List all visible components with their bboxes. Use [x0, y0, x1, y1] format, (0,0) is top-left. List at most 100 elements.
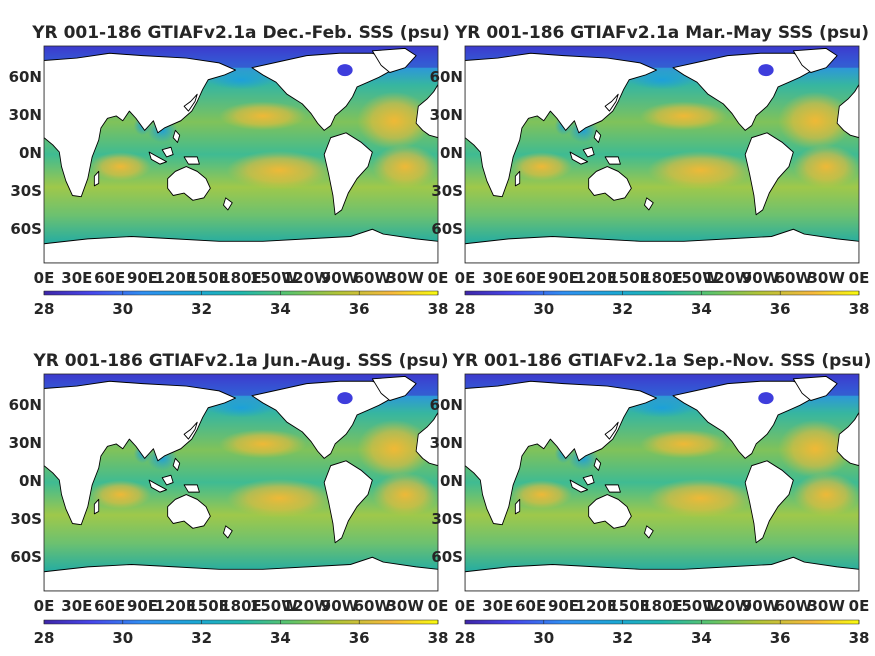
colorbar-tick-label: 38: [849, 629, 870, 647]
x-tick-label: 120E: [576, 597, 618, 615]
sss-field: [44, 46, 438, 263]
x-tick-label: 0E: [455, 597, 476, 615]
colorbar-tick-label: 34: [691, 629, 712, 647]
x-tick-label: 150W: [671, 597, 719, 615]
x-tick-label: 60W: [775, 269, 813, 287]
panel-title: YR 001-186 GTIAFv2.1a Sep.-Nov. SSS (psu…: [452, 351, 872, 371]
x-tick-label: 150E: [187, 269, 229, 287]
x-tick-label: 150W: [250, 597, 298, 615]
y-tick-label: 0N: [19, 472, 42, 490]
y-tick-label: 30N: [430, 434, 463, 452]
colorbar-tick-label: 28: [34, 300, 55, 318]
colorbar-gradient: [43, 290, 439, 296]
y-tick-label: 60N: [9, 68, 42, 86]
colorbar-tick-label: 30: [112, 300, 133, 318]
y-tick-label: 30S: [10, 182, 42, 200]
x-tick-label: 90W: [321, 269, 359, 287]
y-tick-label: 60N: [430, 68, 463, 86]
x-tick-label: 0E: [428, 597, 449, 615]
x-tick-label: 150E: [187, 597, 229, 615]
x-tick-label: 60W: [354, 269, 392, 287]
colorbar-tick-label: 36: [770, 300, 791, 318]
y-tick-label: 30S: [431, 510, 463, 528]
x-tick-label: 60E: [94, 269, 125, 287]
colorbar-tick-label: 36: [349, 629, 370, 647]
x-tick-label: 120W: [283, 269, 331, 287]
x-tick-label: 150E: [608, 597, 650, 615]
x-tick-label: 90E: [127, 269, 158, 287]
colorbar-tick-label: 34: [270, 629, 291, 647]
y-tick-label: 60S: [431, 220, 463, 238]
x-tick-label: 0E: [34, 269, 55, 287]
colorbar-tick-label: 30: [533, 300, 554, 318]
x-tick-label: 60W: [354, 597, 392, 615]
y-tick-label: 0N: [19, 144, 42, 162]
x-tick-label: 180E: [641, 597, 683, 615]
x-tick-label: 90W: [742, 269, 780, 287]
colorbar-tick-label: 28: [455, 300, 476, 318]
x-tick-label: 0E: [849, 269, 870, 287]
x-tick-label: 0E: [34, 597, 55, 615]
y-tick-label: 60S: [431, 548, 463, 566]
x-tick-label: 120W: [283, 597, 331, 615]
x-tick-label: 30W: [807, 269, 845, 287]
y-tick-label: 30N: [9, 434, 42, 452]
colorbar-tick-label: 32: [612, 300, 633, 318]
x-tick-label: 180E: [641, 269, 683, 287]
colorbar-tick-label: 32: [612, 629, 633, 647]
x-tick-label: 90E: [548, 597, 579, 615]
x-tick-label: 150W: [250, 269, 298, 287]
colorbar-tick-label: 32: [191, 300, 212, 318]
x-tick-label: 0E: [428, 269, 449, 287]
colorbar-tick-label: 34: [691, 300, 712, 318]
x-tick-label: 120E: [155, 597, 197, 615]
x-tick-label: 60W: [775, 597, 813, 615]
x-tick-label: 90W: [321, 597, 359, 615]
axes-frame: [43, 373, 439, 592]
y-tick-label: 60N: [430, 396, 463, 414]
y-tick-label: 0N: [440, 472, 463, 490]
colorbar: 28 30 32 34 36 38: [34, 619, 448, 647]
panel-title: YR 001-186 GTIAFv2.1a Jun.-Aug. SSS (psu…: [32, 351, 448, 371]
colorbar-tick-label: 32: [191, 629, 212, 647]
axes-frame: [43, 45, 439, 264]
x-tick-label: 90E: [548, 269, 579, 287]
y-tick-label: 30N: [430, 106, 463, 124]
y-tick-label: 0N: [440, 144, 463, 162]
x-tick-label: 0E: [849, 597, 870, 615]
x-tick-label: 30E: [482, 269, 513, 287]
x-tick-label: 60E: [94, 597, 125, 615]
x-tick-label: 30W: [807, 597, 845, 615]
x-tick-label: 120W: [704, 597, 752, 615]
y-tick-label: 60N: [9, 396, 42, 414]
colorbar-gradient: [464, 290, 860, 296]
map-panel: YR 001-186 GTIAFv2.1a Mar.-May SSS (psu)…: [430, 23, 870, 318]
colorbar-gradient: [43, 619, 439, 625]
x-tick-label: 30E: [61, 597, 92, 615]
x-tick-label: 180E: [220, 597, 262, 615]
colorbar-tick-label: 38: [849, 300, 870, 318]
y-tick-label: 30S: [431, 182, 463, 200]
colorbar-tick-label: 34: [270, 300, 291, 318]
x-tick-label: 0E: [455, 269, 476, 287]
x-tick-label: 120E: [576, 269, 618, 287]
y-tick-label: 30N: [9, 106, 42, 124]
colorbar-gradient: [464, 619, 860, 625]
colorbar-tick-label: 30: [533, 629, 554, 647]
axes-frame: [464, 373, 860, 592]
y-tick-label: 60S: [10, 220, 42, 238]
x-tick-label: 90E: [127, 597, 158, 615]
sss-field: [465, 374, 859, 591]
x-tick-label: 90W: [742, 597, 780, 615]
colorbar: 28 30 32 34 36 38: [455, 619, 870, 647]
colorbar-tick-label: 30: [112, 629, 133, 647]
x-tick-label: 60E: [515, 597, 546, 615]
sss-field: [44, 374, 438, 591]
x-tick-label: 60E: [515, 269, 546, 287]
x-tick-label: 30W: [386, 597, 424, 615]
panel-title: YR 001-186 GTIAFv2.1a Mar.-May SSS (psu): [454, 23, 869, 43]
sss-field: [465, 46, 859, 263]
map-panel: YR 001-186 GTIAFv2.1a Jun.-Aug. SSS (psu…: [9, 351, 449, 647]
map-panel: YR 001-186 GTIAFv2.1a Sep.-Nov. SSS (psu…: [430, 351, 872, 647]
